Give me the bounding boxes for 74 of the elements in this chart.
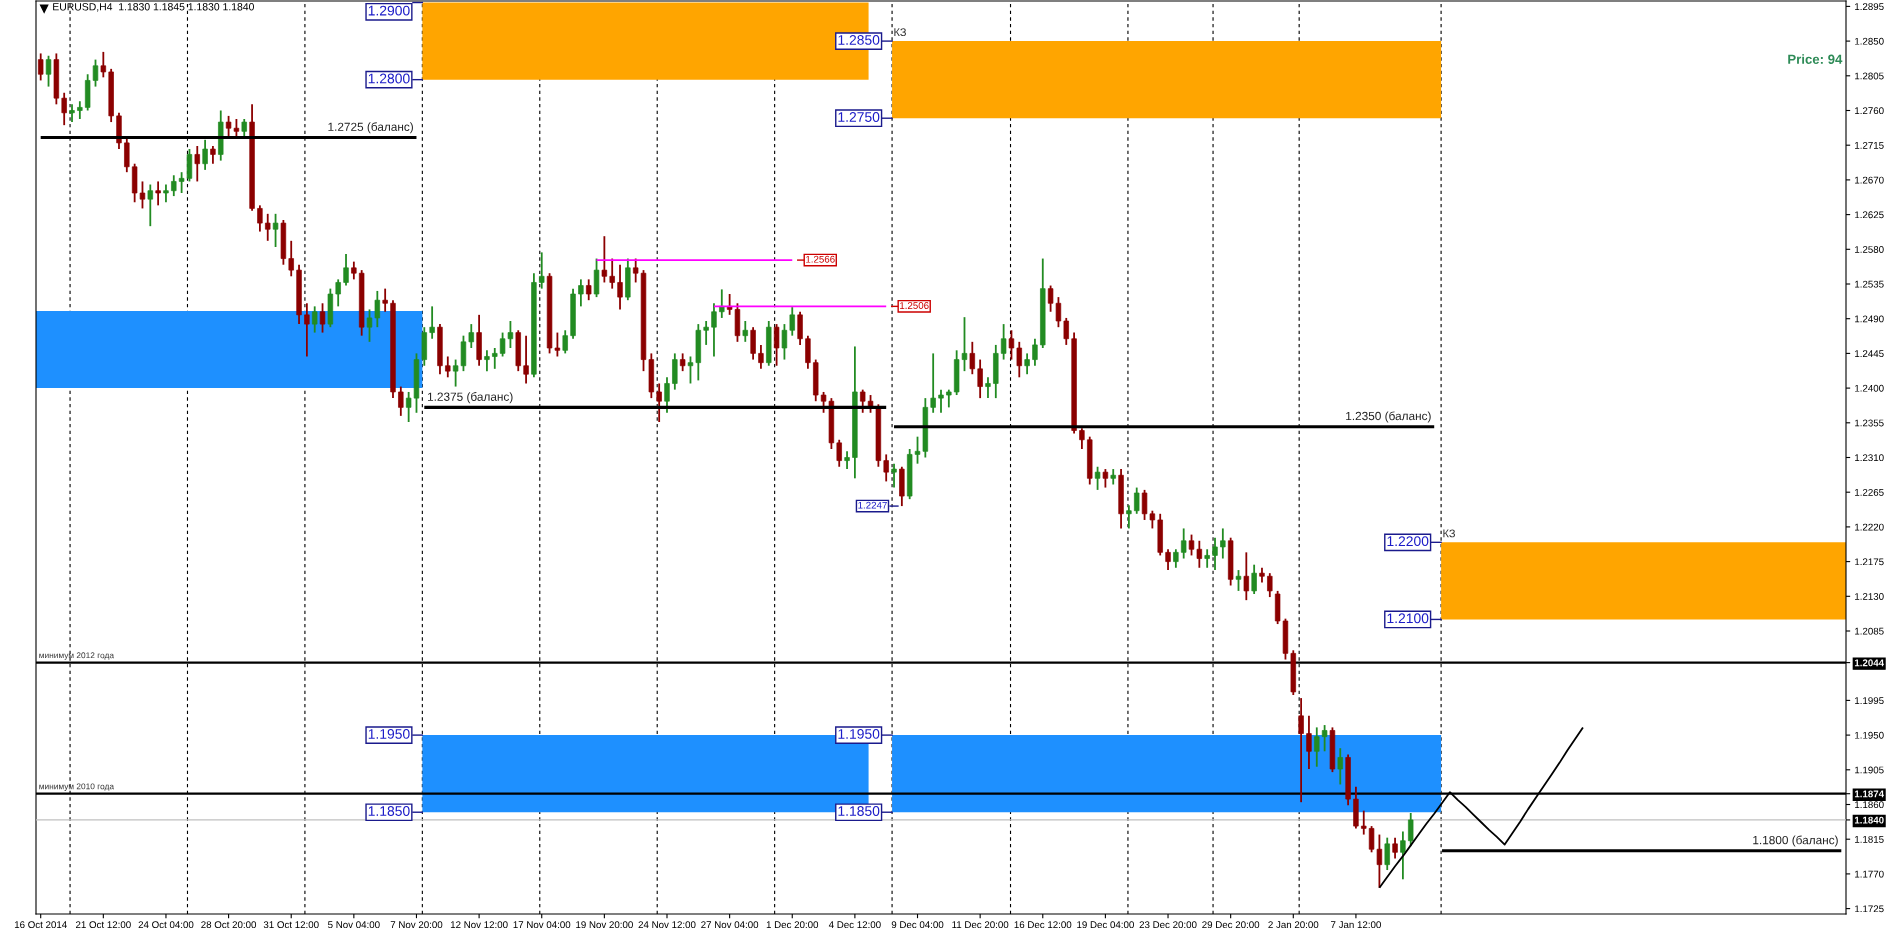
y-tick-label: 1.2175 bbox=[1855, 558, 1884, 566]
x-tick-label: 27 Nov 04:00 bbox=[701, 921, 759, 929]
y-tick-label: 1.1874 bbox=[1854, 790, 1885, 798]
annotation: 1.1950 bbox=[838, 728, 880, 739]
y-tick-label: 1.2715 bbox=[1855, 141, 1884, 149]
x-tick-label: 2 Jan 20:00 bbox=[1268, 921, 1319, 929]
x-tick-label: 5 Nov 04:00 bbox=[328, 921, 380, 929]
y-tick-label: 1.2535 bbox=[1855, 280, 1884, 288]
annotation: 1.2900 bbox=[368, 5, 410, 16]
y-tick-label: 1.2400 bbox=[1855, 384, 1884, 392]
x-tick-label: 21 Oct 12:00 bbox=[75, 921, 131, 929]
annotation: 1.1850 bbox=[838, 806, 880, 816]
y-tick-label: 1.2625 bbox=[1855, 211, 1884, 219]
y-tick-label: 1.2044 bbox=[1854, 659, 1885, 667]
x-tick-label: 7 Jan 12:00 bbox=[1331, 921, 1381, 929]
x-tick-label: 19 Nov 20:00 bbox=[576, 921, 633, 929]
y-tick-label: 1.1860 bbox=[1855, 801, 1884, 809]
x-tick-label: 11 Dec 20:00 bbox=[952, 921, 1009, 929]
annotation: 1.2850 bbox=[838, 34, 880, 45]
x-tick-label: 23 Dec 20:00 bbox=[1139, 921, 1197, 929]
ref-line-label: минимум 2012 года bbox=[39, 652, 115, 660]
annotation: 1.2506 bbox=[900, 302, 929, 309]
annotation: Price: 94 bbox=[1788, 54, 1843, 64]
series-label: 1.2350 (баланс) bbox=[1346, 411, 1431, 423]
y-tick-label: 1.1815 bbox=[1855, 835, 1884, 843]
annotation: 1.2800 bbox=[368, 73, 410, 84]
y-tick-label: 1.1770 bbox=[1855, 870, 1884, 878]
y-tick-label: 1.2310 bbox=[1855, 454, 1884, 462]
y-tick-label: 1.2760 bbox=[1855, 107, 1884, 115]
y-tick-label: 1.2445 bbox=[1855, 350, 1884, 358]
y-tick-label: 1.1950 bbox=[1855, 731, 1884, 739]
x-tick-label: 29 Dec 20:00 bbox=[1202, 921, 1260, 929]
y-tick-label: 1.1995 bbox=[1855, 697, 1884, 705]
x-tick-label: 19 Dec 04:00 bbox=[1077, 921, 1134, 929]
x-tick-label: 4 Dec 12:00 bbox=[828, 921, 881, 929]
annotation: 1.2200 bbox=[1387, 536, 1429, 547]
annotation: 1.1950 bbox=[368, 728, 410, 739]
x-tick-label: 1 Dec 20:00 bbox=[766, 921, 819, 929]
chart-title: EURUSD,H4 1.1830 1.1845 1.1830 1.1840 bbox=[53, 3, 254, 12]
y-tick-label: 1.2895 bbox=[1855, 3, 1884, 11]
y-tick-label: 1.2220 bbox=[1855, 523, 1884, 531]
y-tick-label: 1.2580 bbox=[1855, 246, 1884, 253]
series-label: 1.2725 (баланс) bbox=[328, 122, 413, 134]
x-tick-label: 28 Oct 20:00 bbox=[201, 921, 257, 929]
y-tick-label: 1.2670 bbox=[1855, 176, 1884, 184]
y-tick-label: 1.2265 bbox=[1855, 488, 1884, 496]
band-label: КЗ bbox=[1443, 529, 1455, 538]
y-tick-label: 1.2805 bbox=[1855, 72, 1884, 80]
y-tick-label: 1.1905 bbox=[1855, 766, 1884, 774]
x-tick-label: 24 Oct 04:00 bbox=[138, 921, 194, 929]
x-tick-label: 16 Oct 2014 bbox=[14, 921, 67, 929]
annotation: 1.2247 bbox=[858, 501, 887, 509]
y-tick-label: 1.2355 bbox=[1855, 419, 1884, 427]
series-label: 1.2375 (баланс) bbox=[427, 392, 513, 404]
annotation: 1.2750 bbox=[838, 112, 880, 122]
x-tick-label: 31 Oct 12:00 bbox=[263, 921, 319, 929]
annotation: 1.1850 bbox=[368, 806, 410, 816]
legend-label: 1.1800 (баланс) bbox=[1753, 835, 1838, 847]
y-tick-label: 1.2085 bbox=[1855, 627, 1884, 635]
band-label: КЗ bbox=[894, 28, 906, 37]
annotation: 1.2100 bbox=[1387, 613, 1429, 624]
annotation: 1.2566 bbox=[806, 255, 835, 263]
y-tick-label: 1.2490 bbox=[1855, 315, 1884, 323]
y-tick-label: 1.2850 bbox=[1855, 37, 1884, 45]
y-tick-label: 1.1840 bbox=[1854, 816, 1884, 824]
x-tick-label: 24 Nov 12:00 bbox=[638, 921, 696, 929]
ref-line-label: минимум 2010 года bbox=[39, 783, 115, 791]
y-tick-label: 1.2130 bbox=[1855, 593, 1884, 600]
y-tick-label: 1.1725 bbox=[1855, 905, 1884, 913]
x-tick-label: 17 Nov 04:00 bbox=[513, 921, 571, 929]
x-tick-label: 16 Dec 12:00 bbox=[1014, 921, 1072, 929]
x-tick-label: 7 Nov 20:00 bbox=[390, 921, 443, 929]
x-tick-label: 9 Dec 04:00 bbox=[891, 921, 944, 929]
x-tick-label: 12 Nov 12:00 bbox=[450, 921, 508, 929]
